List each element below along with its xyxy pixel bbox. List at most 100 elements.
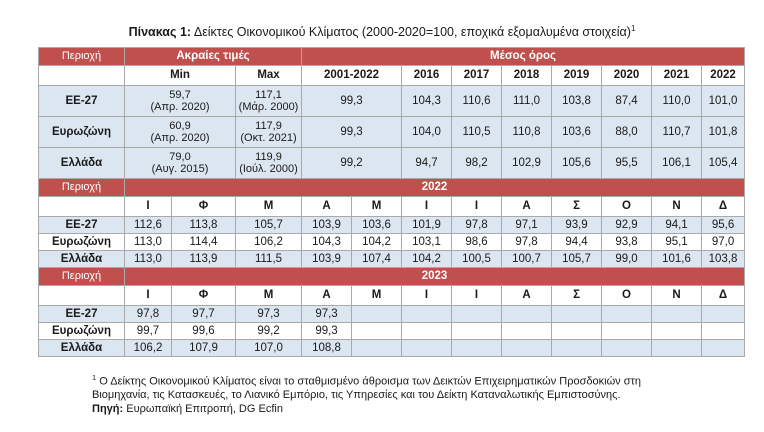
year-header: 2016: [401, 65, 453, 86]
month-header: Ο: [601, 285, 653, 306]
min-date: (Αυγ. 2015): [151, 163, 209, 175]
month-header: Ι: [124, 285, 172, 306]
source-text: Ευρωπαϊκή Επιτροπή, DG Ecfin: [123, 402, 283, 415]
source-label: Πηγή:: [92, 402, 124, 415]
section2-row: Ευρωζώνη 113,0 114,4 106,2 104,3 104,2 103,1 98…: [38, 233, 746, 251]
month-value: 97,3: [301, 305, 353, 323]
mean-value: 111,0: [501, 85, 553, 117]
month-header: Δ: [701, 196, 746, 217]
month-value: 97,1: [501, 216, 553, 234]
mean-value: 105,6: [551, 147, 603, 179]
month-value: 112,6: [124, 216, 172, 234]
month-value: 93,9: [551, 216, 603, 234]
month-header: Μ: [351, 285, 403, 306]
month-value: [651, 305, 703, 323]
mean-value: 88,0: [601, 116, 653, 148]
month-value: 97,0: [701, 233, 746, 251]
region-label: Ευρωζώνη: [38, 233, 125, 251]
month-value: 94,1: [651, 216, 703, 234]
month-value: [701, 305, 746, 323]
max-date: (Ιούλ. 2000): [239, 163, 298, 175]
month-header: Φ: [171, 285, 236, 306]
region-label: Ελλάδα: [38, 147, 125, 179]
month-value: 97,8: [124, 305, 172, 323]
month-value: [451, 305, 503, 323]
mean-value: 99,3: [301, 116, 403, 148]
month-header: Ι: [451, 196, 503, 217]
month-value: [701, 322, 746, 340]
region-label: ΕΕ-27: [38, 85, 125, 117]
month-value: [651, 339, 703, 357]
month-header: Μ: [234, 285, 303, 306]
month-value: [351, 305, 403, 323]
mean-value: 101,0: [701, 85, 746, 117]
month-value: [551, 322, 603, 340]
year-header: 2022: [123, 178, 746, 197]
year-header: 2020: [601, 65, 653, 86]
footnote-text-1: Ο Δείκτης Οικονομικού Κλίματος είναι το …: [96, 375, 641, 388]
max-value: 117,1: [255, 88, 282, 101]
footnote: 1 Ο Δείκτης Οικονομικού Κλίματος είναι τ…: [92, 371, 752, 416]
blank-cell: [38, 285, 125, 306]
max-cell: 119,9 (Ιούλ. 2000): [234, 147, 303, 179]
month-header: Ι: [401, 196, 453, 217]
month-value: 113,9: [171, 250, 236, 268]
month-value: 107,0: [234, 339, 303, 357]
month-value: 113,0: [124, 250, 172, 268]
mean-value: 104,0: [401, 116, 453, 148]
max-date: (Μάρ. 2000): [238, 101, 299, 113]
month-value: [351, 339, 403, 357]
month-header: Δ: [701, 285, 746, 306]
month-value: 99,3: [301, 322, 353, 340]
month-value: 101,6: [651, 250, 703, 268]
mean-value: 110,0: [651, 85, 703, 117]
month-value: 111,5: [234, 250, 303, 268]
month-value: 103,6: [351, 216, 403, 234]
month-value: [401, 305, 453, 323]
mean-value: 105,4: [701, 147, 746, 179]
month-value: 97,7: [171, 305, 236, 323]
month-value: 103,1: [401, 233, 453, 251]
region-label: Ελλάδα: [38, 339, 125, 357]
month-value: 92,9: [601, 216, 653, 234]
mean-value: 110,8: [501, 116, 553, 148]
month-value: 93,8: [601, 233, 653, 251]
area-header: Περιοχή: [38, 47, 125, 66]
area-header: Περιοχή: [38, 267, 125, 286]
month-value: [551, 305, 603, 323]
month-value: 114,4: [171, 233, 236, 251]
month-value: 99,7: [124, 322, 172, 340]
section2-header-row: Περιοχή 2022: [38, 178, 746, 197]
month-value: 104,2: [351, 233, 403, 251]
month-value: [451, 322, 503, 340]
month-header: Φ: [171, 196, 236, 217]
table-title: Πίνακας 1: Δείκτες Οικονομικού Κλίματος …: [0, 24, 764, 39]
month-value: 105,7: [551, 250, 603, 268]
blank-cell: [38, 65, 125, 86]
max-date: (Οκτ. 2021): [240, 132, 297, 144]
mean-value: 110,7: [651, 116, 703, 148]
max-value: 119,9: [255, 150, 282, 163]
mean-value: 95,5: [601, 147, 653, 179]
mean-value: 103,6: [551, 116, 603, 148]
blank-cell: [38, 196, 125, 217]
month-value: [501, 305, 553, 323]
month-header: Ι: [124, 196, 172, 217]
month-value: [601, 305, 653, 323]
mean-value: 99,2: [301, 147, 403, 179]
min-cell: 60,9 (Απρ. 2020): [124, 116, 236, 148]
month-value: 113,8: [171, 216, 236, 234]
table-title-text: Δείκτες Οικονομικού Κλίματος (2000-2020=…: [191, 25, 631, 40]
economic-climate-table: Περιοχή Ακραίες τιμές Μέσος όρος Min Max 2001…: [38, 47, 746, 357]
section2-row: ΕΕ-27 112,6 113,8 105,7 103,9 103,6 101,9 97,8 9…: [38, 216, 746, 234]
max-cell: 117,1 (Μάρ. 2000): [234, 85, 303, 117]
month-header: Ν: [651, 285, 703, 306]
mean-value: 102,9: [501, 147, 553, 179]
mean-value: 110,6: [451, 85, 503, 117]
min-date: (Απρ. 2020): [150, 132, 210, 144]
month-value: 107,9: [171, 339, 236, 357]
table-title-prefix: Πίνακας 1:: [128, 25, 192, 40]
section2-row: Ελλάδα 113,0 113,9 111,5 103,9 107,4 104,2 100,…: [38, 250, 746, 268]
month-header: Α: [301, 196, 353, 217]
